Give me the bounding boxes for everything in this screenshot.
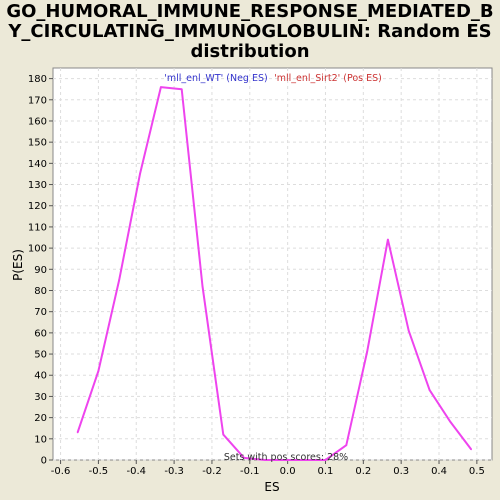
y-tick-label: 80 [34,286,47,297]
y-tick-label: 20 [34,413,47,424]
x-tick-label: -0.6 [51,466,71,477]
plot-area [52,67,493,461]
chart-title-line: distribution [190,41,310,62]
y-tick-label: 150 [28,138,47,149]
chart-title-line: Y_CIRCULATING_IMMUNOGLOBULIN: Random ES [8,21,492,42]
axis-ticks: -0.6 -0.5 -0.4 -0.3 -0.2 -0.1 0.0 0.1 0.2 0.3 0.4 0… [28,74,485,477]
y-tick-label: 10 [34,434,47,445]
y-tick-label: 30 [34,392,47,403]
es-data-point [201,285,204,288]
y-tick-label: 0 [41,456,47,467]
x-tick-label: 0.5 [469,466,485,477]
x-tick-label: -0.2 [202,466,222,477]
pos-scores-annotation: Sets with pos scores: 28% [224,452,348,463]
legend-item-pos: 'mll_enl_Sirt2' (Pos ES) [274,73,382,84]
es-data-point [97,370,100,372]
x-tick-label: -0.3 [164,466,184,477]
legend-item-neg: 'mll_enl_WT' (Neg ES) [164,73,267,84]
es-series-line [76,86,472,461]
x-tick-label: 0.0 [280,466,296,477]
es-data-point [160,86,162,88]
y-tick-label: 130 [28,180,47,191]
x-axis-label: ES [264,480,279,494]
es-data-point [449,421,452,423]
y-tick-label: 170 [28,95,47,106]
es-data-point [366,351,368,353]
es-data-point [305,459,308,461]
y-tick-label: 40 [34,371,47,382]
y-axis-label: P(ES) [11,249,25,281]
es-data-point [428,389,431,391]
y-tick-label: 90 [34,265,47,276]
y-tick-label: 110 [28,222,47,233]
y-tick-label: 120 [28,201,47,212]
es-data-point [222,433,225,436]
y-tick-label: 50 [34,350,47,361]
series-layer [76,86,472,461]
x-tick-label: -0.4 [127,466,147,477]
es-data-point [286,459,289,461]
es-data-point [139,173,141,175]
x-tick-label: 0.3 [393,466,409,477]
es-data-point [470,448,472,451]
y-tick-label: 70 [34,307,47,318]
x-tick-label: -0.1 [240,466,260,477]
chart-title: GO_HUMORAL_IMMUNE_RESPONSE_MEDIATED_B Y_… [0,2,500,62]
y-tick-label: 100 [28,244,47,255]
x-tick-label: 0.4 [431,466,447,477]
es-data-point [76,431,79,434]
es-data-point [264,459,266,461]
es-data-point [387,238,389,241]
es-data-point [407,329,410,332]
es-data-point [118,279,121,281]
x-tick-label: 0.2 [355,466,371,477]
y-tick-label: 60 [34,328,47,339]
x-tick-label: 0.1 [318,466,334,477]
y-tick-label: 140 [28,159,47,170]
x-tick-label: -0.5 [89,466,109,477]
es-data-point [324,459,327,461]
chart-title-line: GO_HUMORAL_IMMUNE_RESPONSE_MEDIATED_B [6,1,494,22]
es-data-point [345,444,348,446]
y-tick-label: 160 [28,116,47,127]
es-data-point [180,88,183,90]
y-tick-label: 180 [28,74,47,85]
legend: 'mll_enl_WT' (Neg ES) 'mll_enl_Sirt2' (P… [164,73,382,84]
es-data-point [243,457,245,459]
